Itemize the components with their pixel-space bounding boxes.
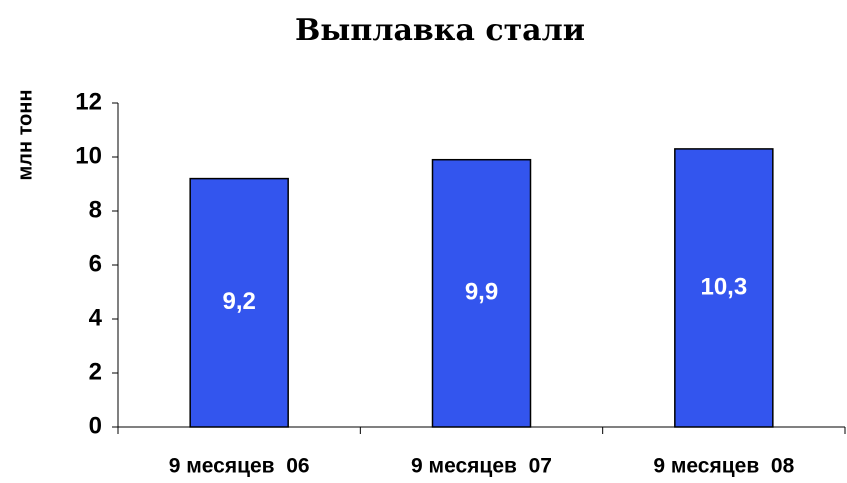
value-label: 9,9 xyxy=(465,279,498,306)
value-label: 9,2 xyxy=(222,288,255,315)
y-tick-label: 6 xyxy=(89,250,102,277)
x-tick-label: 9 месяцев 07 xyxy=(411,455,552,478)
y-tick-label: 0 xyxy=(89,412,102,439)
y-tick-label: 8 xyxy=(89,196,102,223)
y-tick-label: 10 xyxy=(75,142,102,169)
bar xyxy=(674,148,774,428)
value-label: 10,3 xyxy=(700,273,747,300)
bar xyxy=(189,177,289,428)
y-axis-label: млн тонн xyxy=(14,89,36,180)
y-tick-label: 2 xyxy=(89,358,102,385)
chart-title: Выплавка стали xyxy=(295,13,585,48)
bar xyxy=(431,158,532,428)
x-tick-label: 9 месяцев 08 xyxy=(653,455,794,478)
y-tick-label: 12 xyxy=(75,88,102,115)
x-tick-label: 9 месяцев 06 xyxy=(169,455,310,478)
y-tick-label: 4 xyxy=(89,304,103,331)
